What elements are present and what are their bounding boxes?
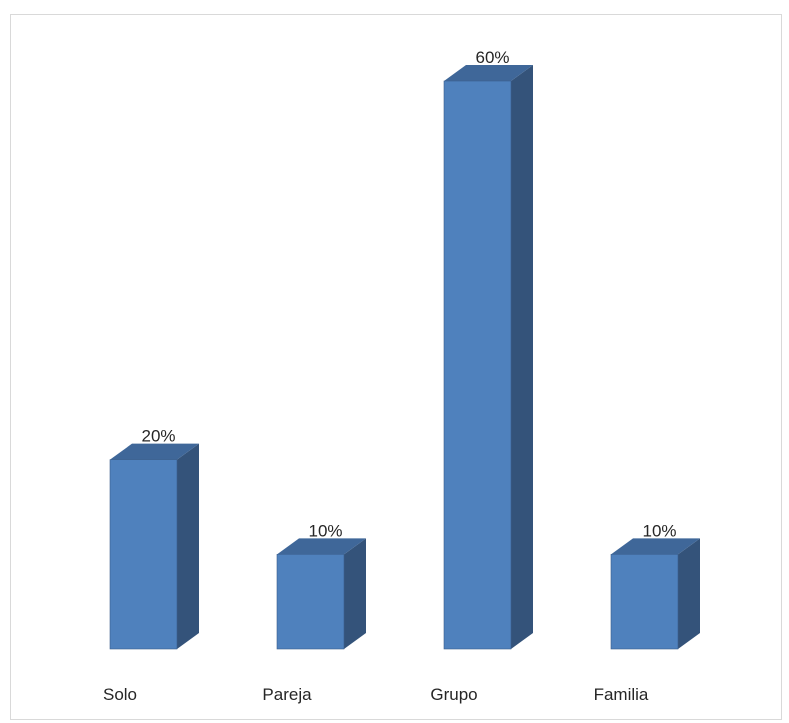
category-label-solo: Solo — [103, 685, 137, 704]
bar-top-grupo — [444, 65, 533, 81]
bar-top-pareja — [277, 538, 366, 555]
bar-grupo — [443, 80, 512, 650]
bar-familia — [610, 554, 679, 650]
bar-side-pareja — [344, 538, 366, 649]
data-label-solo: 20% — [141, 427, 175, 446]
category-label-grupo: Grupo — [430, 685, 477, 704]
category-label-pareja: Pareja — [262, 685, 312, 704]
data-label-familia: 10% — [642, 521, 676, 540]
bar-side-solo — [177, 443, 199, 649]
bar-top-solo — [110, 443, 199, 460]
bar-side-grupo — [511, 65, 533, 649]
bar-pareja — [276, 554, 345, 650]
bar-top-familia — [611, 538, 700, 555]
category-label-familia: Familia — [594, 685, 649, 704]
data-label-grupo: 60% — [475, 48, 509, 67]
bar-solo — [109, 459, 178, 650]
data-label-pareja: 10% — [308, 521, 342, 540]
bar-side-familia — [678, 538, 700, 649]
